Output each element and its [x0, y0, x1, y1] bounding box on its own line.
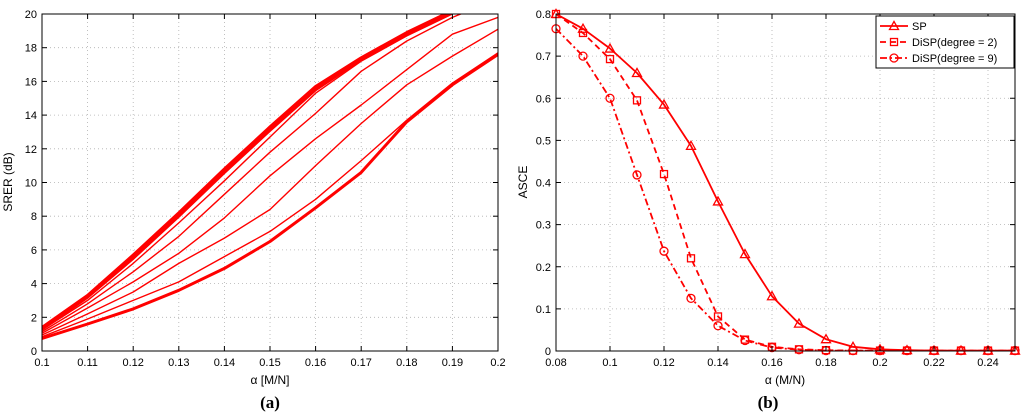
- series-1-point: [766, 290, 778, 301]
- series-line-2: [42, 14, 453, 331]
- y-tick-label: 0.3: [536, 220, 551, 232]
- legend-swatch-marker: [889, 37, 899, 47]
- legend-entry-disp-degree-9: DiSP(degree = 9): [880, 53, 997, 65]
- x-tick-label: 0.2: [490, 357, 505, 369]
- x-tick-label: 0.22: [923, 357, 944, 369]
- y-tick-label: 0: [545, 346, 551, 358]
- x-tick-label: 0.14: [214, 357, 235, 369]
- y-tick-label: 0.5: [536, 135, 551, 147]
- x-tick-label: 0.11: [77, 357, 98, 369]
- x-tick-label: 0.1: [602, 357, 617, 369]
- y-tick-label: 8: [31, 211, 37, 223]
- series-1-point: [739, 248, 751, 259]
- y-tick-label: 12: [25, 144, 37, 156]
- y-tick-label: 0.8: [536, 9, 551, 21]
- series-1-point: [577, 22, 589, 33]
- y-tick-label: 4: [31, 279, 37, 291]
- y-tick-label: 16: [25, 76, 37, 88]
- series-2-point: [686, 254, 696, 263]
- legend-entry-disp-degree-2: DiSP(degree = 2): [880, 37, 997, 49]
- series-3-point: [767, 342, 777, 353]
- series-3-point: [794, 345, 804, 355]
- panel-b-label: (b): [758, 393, 779, 412]
- legend-box: [875, 15, 1015, 69]
- y-tick-label: 6: [31, 245, 37, 257]
- x-tick-label: 0.13: [168, 357, 189, 369]
- panel-a-series: [42, 14, 498, 340]
- y-tick-label: 0.1: [536, 304, 551, 316]
- panel-a-ticks: 0.1 0.11 0.12 0.13 0.14 0.15 0.16 0.17 0.18 0.19 0…: [25, 9, 506, 369]
- x-tick-label: 0.2: [872, 357, 887, 369]
- panel-b-y-axis-label: ASCE: [516, 166, 530, 199]
- legend-label-sp: SP: [912, 21, 927, 33]
- series-1-point: [793, 317, 805, 328]
- y-tick-label: 0: [31, 346, 37, 358]
- series-3-point: [632, 170, 642, 180]
- series-line-4: [42, 14, 463, 333]
- series-3-point: [605, 93, 615, 103]
- series-line-3: [556, 28, 1015, 351]
- legend-label-disp-degree-9: DiSP(degree = 9): [912, 53, 997, 65]
- y-tick-label: 0.7: [536, 51, 551, 63]
- series-1-point: [631, 67, 643, 78]
- series-line-5: [42, 16, 498, 334]
- series-1-point: [874, 343, 886, 354]
- x-tick-label: 0.12: [122, 357, 143, 369]
- legend-label-disp-degree-2: DiSP(degree = 2): [912, 37, 997, 49]
- series-3-point: [659, 246, 669, 256]
- series-2-point: [578, 28, 588, 38]
- series-line-1: [42, 14, 449, 329]
- x-tick-label: 0.19: [442, 357, 463, 369]
- series-1-point: [820, 333, 832, 344]
- x-tick-label: 0.16: [761, 357, 782, 369]
- series-1-point: [685, 140, 697, 151]
- x-tick-label: 0.16: [305, 357, 326, 369]
- x-tick-label: 0.18: [396, 357, 417, 369]
- x-tick-label: 0.24: [977, 357, 998, 369]
- legend-swatch-marker: [889, 53, 899, 63]
- panel-a-chart: 0.1 0.11 0.12 0.13 0.14 0.15 0.16 0.17 0.18 0.19 0…: [1, 9, 506, 412]
- panel-a-label: (a): [260, 393, 280, 412]
- y-tick-label: 10: [25, 178, 37, 190]
- series-2-point: [713, 312, 723, 321]
- series-2-point: [632, 96, 642, 105]
- series-2-point: [605, 54, 615, 64]
- panel-b-ticks: 0.08 0.1 0.12 0.14 0.16 0.18 0.2 0.22 0.24 0 0.1 0.…: [536, 9, 1015, 369]
- panel-a-grid: [41, 13, 499, 352]
- panel-a-y-axis-label: SRER (dB): [1, 152, 15, 211]
- y-tick-label: 0.6: [536, 93, 551, 105]
- y-tick-label: 20: [25, 9, 37, 21]
- panel-b-x-axis-label: α (M/N): [765, 373, 805, 387]
- legend-swatch-marker: [888, 20, 900, 31]
- series-1-point: [712, 195, 724, 206]
- series-line-3: [42, 14, 455, 331]
- y-tick-label: 0.4: [536, 178, 551, 190]
- series-3-point: [713, 321, 723, 331]
- series-1-point: [658, 98, 670, 109]
- x-tick-label: 0.18: [815, 357, 836, 369]
- x-tick-label: 0.14: [707, 357, 728, 369]
- series-3-point: [686, 293, 696, 303]
- series-3-point: [578, 51, 588, 61]
- y-tick-label: 14: [25, 110, 37, 122]
- series-1-point: [847, 340, 859, 351]
- y-tick-label: 0.2: [536, 262, 551, 274]
- series-2-point: [659, 169, 669, 179]
- x-tick-label: 0.12: [653, 357, 674, 369]
- x-tick-label: 0.15: [259, 357, 280, 369]
- x-tick-label: 0.1: [34, 357, 49, 369]
- series-line-6: [42, 28, 498, 336]
- panel-a-x-axis-label: α [M/N]: [251, 373, 290, 387]
- y-tick-label: 2: [31, 312, 37, 324]
- series-1-point: [604, 42, 616, 53]
- series-line-8: [42, 53, 498, 340]
- series-3-point: [740, 335, 750, 346]
- y-tick-label: 18: [25, 43, 37, 55]
- x-tick-label: 0.17: [350, 357, 371, 369]
- panel-b-legend: SP DiSP(degree = 2) DiSP(degree = 9): [875, 15, 1015, 69]
- panel-b-chart: 0.08 0.1 0.12 0.14 0.16 0.18 0.2 0.22 0.24 0 0.1 0.…: [516, 8, 1021, 412]
- x-tick-label: 0.08: [545, 357, 566, 369]
- legend-entry-sp: SP: [880, 20, 927, 33]
